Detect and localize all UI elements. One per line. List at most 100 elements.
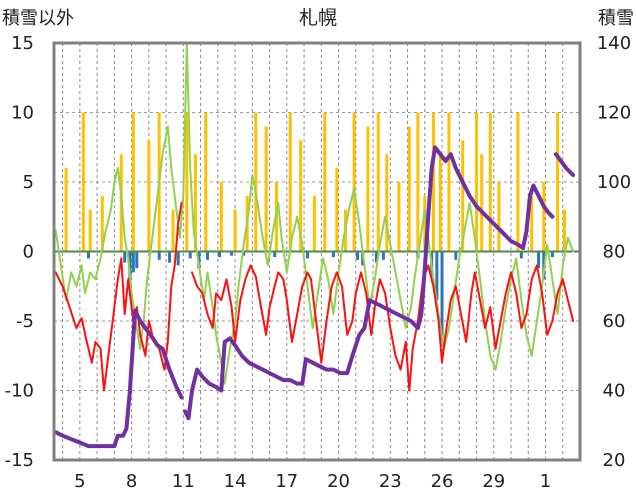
- snow-decrease-bar: [381, 251, 385, 260]
- wind-series: [54, 42, 575, 385]
- snowfall-bar: [233, 209, 237, 252]
- snow-decrease-bar: [306, 251, 310, 259]
- right-tick-label: 140: [597, 33, 631, 54]
- snow-decrease-bar: [537, 251, 541, 269]
- snowfall-bar: [100, 195, 104, 252]
- snowfall-bar: [323, 112, 327, 252]
- snow-decrease-bar: [230, 251, 234, 256]
- snow-depth-series: [53, 145, 576, 449]
- right-axis-label: 積雪: [598, 8, 634, 29]
- snow-depth-line: [553, 152, 576, 178]
- snowfall-bar: [312, 195, 316, 252]
- left-tick-label: -15: [5, 450, 34, 471]
- snow-decrease-bar: [331, 251, 335, 258]
- x-tick-label: 29: [482, 471, 505, 492]
- snow-decrease-bar: [454, 251, 458, 260]
- left-tick-label: -5: [16, 311, 34, 332]
- x-tick-label: 20: [327, 471, 350, 492]
- right-tick-label: 80: [603, 242, 626, 263]
- left-tick-label: 10: [11, 103, 34, 124]
- snow-decrease-bar: [188, 251, 192, 259]
- snow-decrease-bar: [176, 251, 180, 266]
- snowfall-bar: [480, 154, 484, 252]
- snowfall-bar: [407, 126, 411, 252]
- snow-decrease-bars: [86, 251, 554, 342]
- snow-decrease-bar: [550, 251, 554, 258]
- snowfall-bar: [64, 168, 68, 252]
- snow-depth-line: [183, 145, 555, 421]
- x-tick-label: 23: [379, 471, 402, 492]
- snowfall-bar: [416, 112, 420, 252]
- right-tick-label: 100: [597, 172, 631, 193]
- snow-decrease-bar: [273, 251, 277, 258]
- snowfall-bar: [352, 112, 356, 252]
- left-tick-label: -10: [5, 381, 34, 402]
- snow-decrease-bar: [374, 251, 378, 263]
- snowfall-bar: [204, 112, 208, 252]
- snow-decrease-bar: [242, 251, 246, 256]
- left-tick-label: 5: [23, 172, 34, 193]
- snowfall-bar: [423, 195, 427, 252]
- snowfall-bar: [254, 112, 258, 252]
- snowfall-bar: [288, 112, 292, 252]
- left-axis-label: 積雪以外: [2, 8, 74, 29]
- snow-decrease-bar: [519, 251, 523, 259]
- snowfall-bar: [366, 126, 370, 252]
- temperature-line: [191, 264, 575, 392]
- snowfall-bar: [335, 168, 339, 252]
- x-tick-label: 11: [172, 471, 195, 492]
- wind-line: [54, 42, 575, 385]
- snowfall-bar: [397, 182, 401, 252]
- snowfall-bar: [488, 112, 492, 252]
- snowfall-bar: [556, 112, 560, 252]
- snowfall-bar: [461, 140, 465, 252]
- snowfall-bar: [438, 154, 442, 252]
- snow-decrease-bar: [435, 251, 439, 301]
- snowfall-bar: [475, 112, 479, 252]
- snow-decrease-bar: [86, 251, 90, 259]
- snowfall-bar: [193, 154, 197, 252]
- snowfall-bar: [431, 112, 435, 252]
- snow-decrease-bar: [135, 251, 139, 269]
- snowfall-bar: [185, 112, 189, 252]
- snowfall-bar: [219, 182, 223, 252]
- left-tick-label: 15: [11, 33, 34, 54]
- x-tick-label: 14: [224, 471, 247, 492]
- snowfall-bar: [299, 140, 303, 252]
- snow-decrease-bar: [157, 251, 161, 260]
- snowfall-bar: [542, 182, 546, 252]
- snowfall-bar: [447, 112, 451, 252]
- left-tick-label: 0: [23, 242, 34, 263]
- snow-decrease-bar: [131, 251, 135, 273]
- snow-decrease-bar: [123, 251, 127, 263]
- snowfall-bar: [376, 112, 380, 252]
- snowfall-bar: [562, 209, 566, 252]
- snowfall-bar: [147, 140, 151, 252]
- x-tick-label: 5: [74, 471, 85, 492]
- right-tick-label: 60: [603, 311, 626, 332]
- snowfall-bar: [171, 209, 175, 252]
- right-tick-label: 40: [603, 381, 626, 402]
- snowfall-bar: [530, 195, 534, 252]
- chart-title: 札幌: [299, 7, 337, 29]
- x-tick-label: 26: [431, 471, 454, 492]
- snowfall-bar: [385, 154, 389, 252]
- snowfall-bar: [81, 112, 85, 252]
- snowfall-bar: [516, 112, 520, 252]
- snowfall-bar: [264, 126, 268, 252]
- snowfall-bar: [497, 182, 501, 252]
- snow-decrease-bar: [356, 251, 360, 260]
- right-tick-label: 120: [597, 103, 631, 124]
- snow-decrease-bar: [440, 251, 444, 342]
- snow-decrease-bar: [168, 251, 172, 263]
- snow-depth-line: [53, 308, 184, 449]
- snow-decrease-bar: [218, 251, 222, 258]
- right-tick-label: 20: [603, 450, 626, 471]
- snowfall-bar: [88, 209, 92, 252]
- temperature-line: [54, 201, 183, 392]
- snow-decrease-bar: [205, 251, 209, 260]
- x-tick-label: 17: [275, 471, 298, 492]
- plot-frame: [52, 41, 582, 462]
